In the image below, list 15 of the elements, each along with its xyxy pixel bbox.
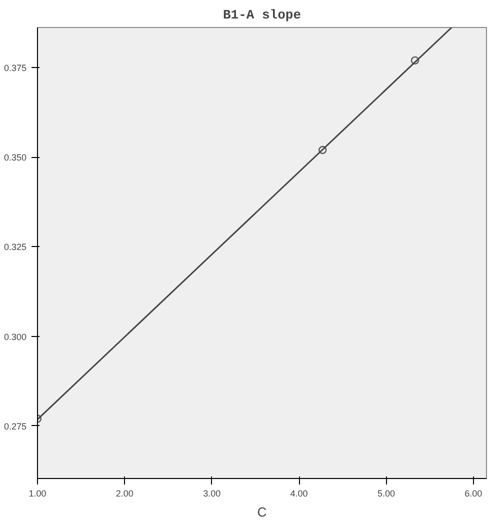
x-axis-title: C (257, 504, 267, 520)
x-tick-label: 3.00 (203, 488, 221, 498)
x-tick-label: 4.00 (290, 488, 308, 498)
y-tick-label: 0.325 (4, 242, 27, 252)
y-tick-label: 0.275 (4, 421, 27, 432)
y-tick-label: 0.350 (4, 152, 27, 163)
x-tick-label: 2.00 (116, 488, 134, 498)
x-tick-label: 1.00 (28, 488, 46, 498)
y-tick-label: 0.375 (4, 63, 27, 74)
x-tick-label: 5.00 (377, 488, 396, 498)
point (410, 56, 420, 65)
chart-title: B1-A slope (222, 8, 302, 22)
y-tick-label: 0.300 (4, 332, 27, 342)
point (318, 146, 327, 154)
x-tick-label: 6.00 (464, 488, 482, 498)
